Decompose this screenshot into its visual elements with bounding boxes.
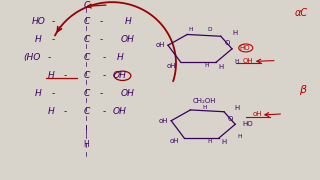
Text: oH: oH <box>155 42 165 48</box>
Text: OH: OH <box>121 89 135 98</box>
Text: -: - <box>99 17 102 26</box>
Text: αC: αC <box>294 8 308 18</box>
Text: OH: OH <box>113 71 127 80</box>
Text: H: H <box>218 64 223 70</box>
Text: oH: oH <box>170 138 179 144</box>
Text: -: - <box>64 107 67 116</box>
Text: -: - <box>99 89 102 98</box>
Text: -: - <box>64 71 67 80</box>
Text: OH: OH <box>243 58 253 64</box>
Text: O: O <box>225 40 230 46</box>
Text: -: - <box>51 35 54 44</box>
Text: H: H <box>221 139 227 145</box>
Text: H: H <box>48 107 55 116</box>
Text: H: H <box>116 53 124 62</box>
Text: H: H <box>188 28 193 32</box>
Text: (HO: (HO <box>23 53 41 62</box>
Text: β: β <box>299 85 306 95</box>
Text: H: H <box>203 105 207 110</box>
Text: -: - <box>48 53 51 62</box>
Text: D: D <box>207 28 212 32</box>
Text: -: - <box>102 53 106 62</box>
Text: H: H <box>238 134 242 139</box>
Text: H: H <box>207 139 212 144</box>
Text: C: C <box>83 89 90 98</box>
Text: HO: HO <box>243 121 253 127</box>
Text: OH: OH <box>113 107 127 116</box>
Text: -: - <box>102 71 106 80</box>
Text: HO: HO <box>239 45 250 51</box>
Text: H: H <box>233 30 238 36</box>
Text: -: - <box>51 89 54 98</box>
Text: H: H <box>84 140 89 148</box>
Text: H: H <box>35 35 42 44</box>
Text: C: C <box>83 53 90 62</box>
Text: -: - <box>102 107 106 116</box>
Text: OH: OH <box>121 35 135 44</box>
Text: H: H <box>35 89 42 98</box>
Text: C: C <box>83 1 90 10</box>
Text: C: C <box>83 17 90 26</box>
Text: |: | <box>85 125 88 134</box>
Text: oH: oH <box>158 118 168 124</box>
Text: H: H <box>48 71 55 80</box>
Text: oH: oH <box>253 111 262 117</box>
Text: oH: oH <box>166 63 176 69</box>
Text: H: H <box>234 105 239 111</box>
Text: -: - <box>99 35 102 44</box>
Text: H: H <box>124 17 132 26</box>
Text: H: H <box>204 63 209 68</box>
Text: HO: HO <box>31 17 45 26</box>
Text: C: C <box>83 107 90 116</box>
Text: O: O <box>228 116 233 122</box>
Text: H: H <box>235 59 239 64</box>
Text: C: C <box>83 35 90 44</box>
Text: CH₂OH: CH₂OH <box>193 98 217 104</box>
Text: C: C <box>83 71 90 80</box>
Text: -: - <box>51 17 54 26</box>
